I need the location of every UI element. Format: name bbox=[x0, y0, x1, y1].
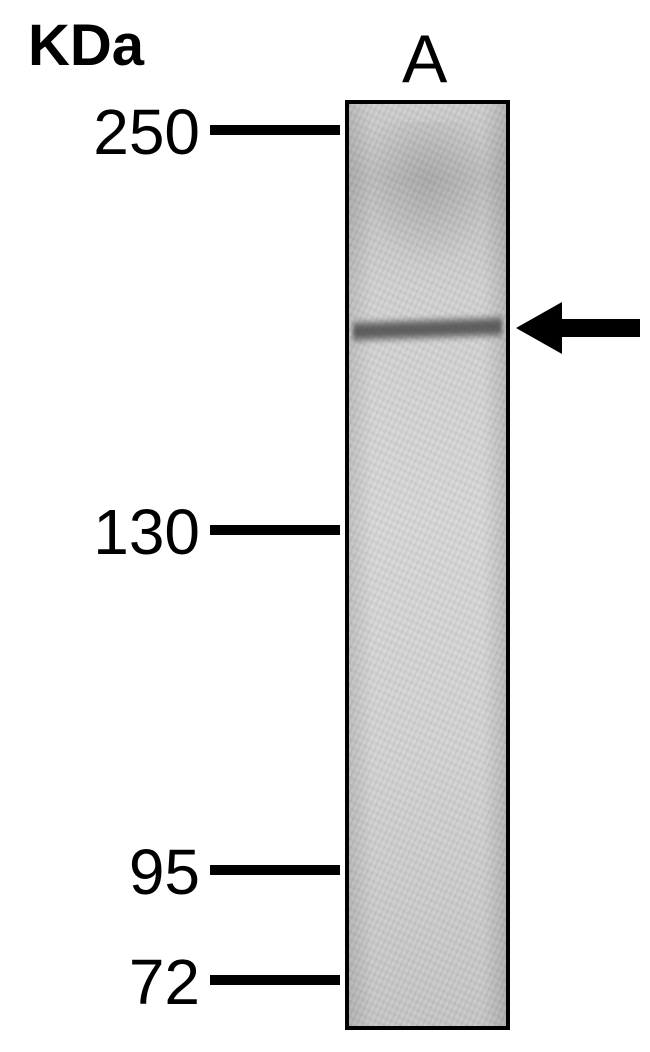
marker-label-250: 250 bbox=[0, 95, 200, 169]
marker-tick-130 bbox=[210, 525, 340, 535]
marker-tick-95 bbox=[210, 865, 340, 875]
marker-label-72: 72 bbox=[0, 945, 200, 1019]
lane-label-a: A bbox=[402, 20, 447, 98]
band-arrow-head bbox=[516, 302, 562, 354]
lane-a bbox=[345, 100, 510, 1030]
blot-figure: KDa 250 130 95 72 A bbox=[0, 0, 650, 1052]
marker-tick-250 bbox=[210, 125, 340, 135]
lane-smudge bbox=[365, 122, 491, 270]
marker-label-95: 95 bbox=[0, 835, 200, 909]
marker-tick-72 bbox=[210, 975, 340, 985]
band-arrow-shaft bbox=[560, 319, 640, 337]
axis-units-label: KDa bbox=[28, 12, 144, 79]
marker-label-130: 130 bbox=[0, 495, 200, 569]
target-band bbox=[353, 313, 502, 344]
